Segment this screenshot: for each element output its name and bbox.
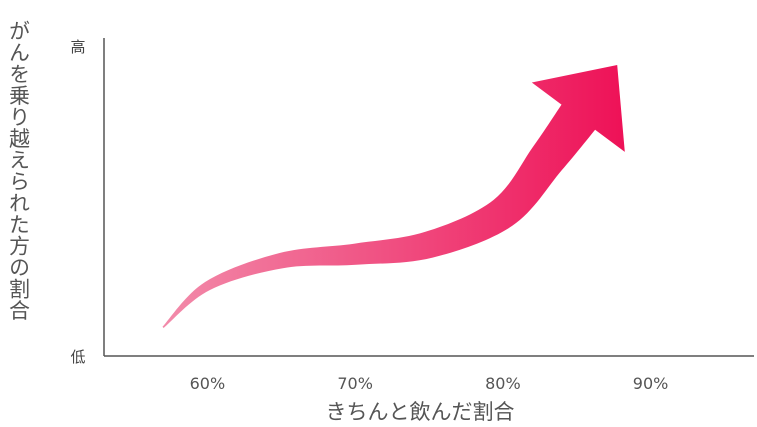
y-tick-low: 低 — [70, 348, 85, 366]
x-axis-label: きちんと飲んだ割合 — [326, 400, 515, 424]
y-axis-label: がんを乗り越えられた方の割合 — [6, 20, 31, 321]
x-tick-labels: 60% 70% 80% 90% — [190, 374, 669, 393]
y-tick-high: 高 — [70, 38, 85, 56]
x-tick-label: 80% — [485, 374, 521, 393]
y-axis-label-wrap: がんを乗り越えられた方の割合 — [4, 20, 32, 390]
trend-arrow — [162, 65, 625, 328]
x-tick-label: 70% — [337, 374, 373, 393]
x-tick-label: 60% — [190, 374, 226, 393]
x-tick-label: 90% — [633, 374, 669, 393]
